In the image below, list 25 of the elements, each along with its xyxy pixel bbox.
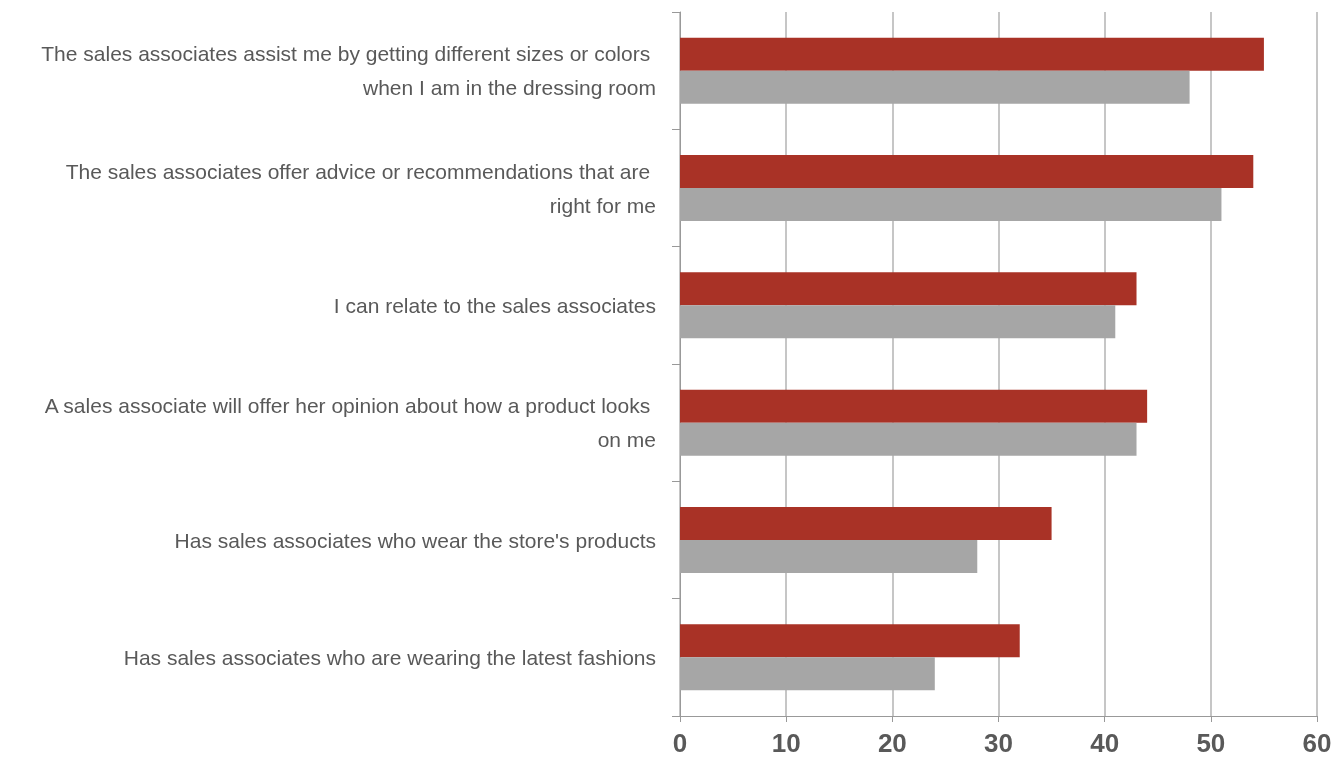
y-tick-label: A sales associate will offer her opinion about how a product looks on me [44, 394, 656, 452]
y-tick-label: Has sales associates who are wearing the latest fashions [123, 645, 656, 669]
bar [680, 389, 1148, 423]
x-tick-label: 30 [984, 728, 1013, 758]
bar [680, 272, 1137, 306]
bar [680, 70, 1190, 104]
x-tick-label: 0 [672, 728, 688, 758]
x-tick-label: 20 [877, 728, 907, 758]
y-tick-label: I can relate to the sales associates [333, 293, 656, 317]
y-tick-label: The sales associates assist me by getting different sizes or colors when I am in the dressing room [41, 42, 656, 100]
x-tick-label: 40 [1090, 728, 1120, 758]
bar [680, 422, 1137, 456]
bar [680, 37, 1264, 71]
bar [680, 305, 1116, 339]
bar [680, 657, 935, 691]
y-tick-label: Has sales associates who wear the store's products [174, 528, 656, 552]
x-tick-label: 50 [1196, 728, 1226, 758]
x-tick-label: 10 [771, 728, 801, 758]
x-tick-label: 60 [1302, 728, 1332, 758]
y-tick-label: The sales associates offer advice or recommendations that are right for me [65, 159, 656, 217]
bar [680, 540, 978, 573]
bar [680, 188, 1222, 221]
bar [680, 507, 1052, 540]
bar [680, 155, 1254, 188]
bar [680, 624, 1020, 658]
